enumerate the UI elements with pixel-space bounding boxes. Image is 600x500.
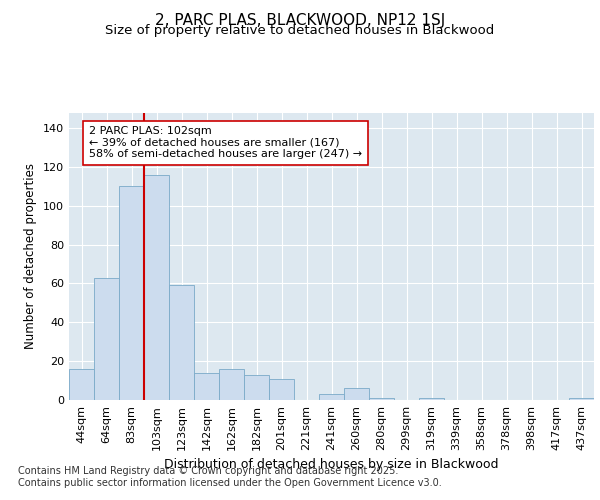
Bar — [244, 374, 269, 400]
Text: 2 PARC PLAS: 102sqm
← 39% of detached houses are smaller (167)
58% of semi-detac: 2 PARC PLAS: 102sqm ← 39% of detached ho… — [89, 126, 362, 160]
Bar — [144, 174, 169, 400]
Bar — [69, 369, 94, 400]
Bar — [194, 373, 219, 400]
Bar — [219, 369, 244, 400]
Bar — [344, 388, 369, 400]
Bar — [319, 394, 344, 400]
Bar — [369, 398, 394, 400]
Text: Size of property relative to detached houses in Blackwood: Size of property relative to detached ho… — [106, 24, 494, 37]
Y-axis label: Number of detached properties: Number of detached properties — [25, 163, 37, 350]
Bar — [94, 278, 119, 400]
Bar — [119, 186, 144, 400]
Bar — [419, 398, 444, 400]
Bar — [569, 398, 594, 400]
Bar — [269, 378, 294, 400]
Bar — [169, 286, 194, 400]
Text: Contains HM Land Registry data © Crown copyright and database right 2025.
Contai: Contains HM Land Registry data © Crown c… — [18, 466, 442, 487]
X-axis label: Distribution of detached houses by size in Blackwood: Distribution of detached houses by size … — [164, 458, 499, 471]
Text: 2, PARC PLAS, BLACKWOOD, NP12 1SJ: 2, PARC PLAS, BLACKWOOD, NP12 1SJ — [155, 12, 445, 28]
